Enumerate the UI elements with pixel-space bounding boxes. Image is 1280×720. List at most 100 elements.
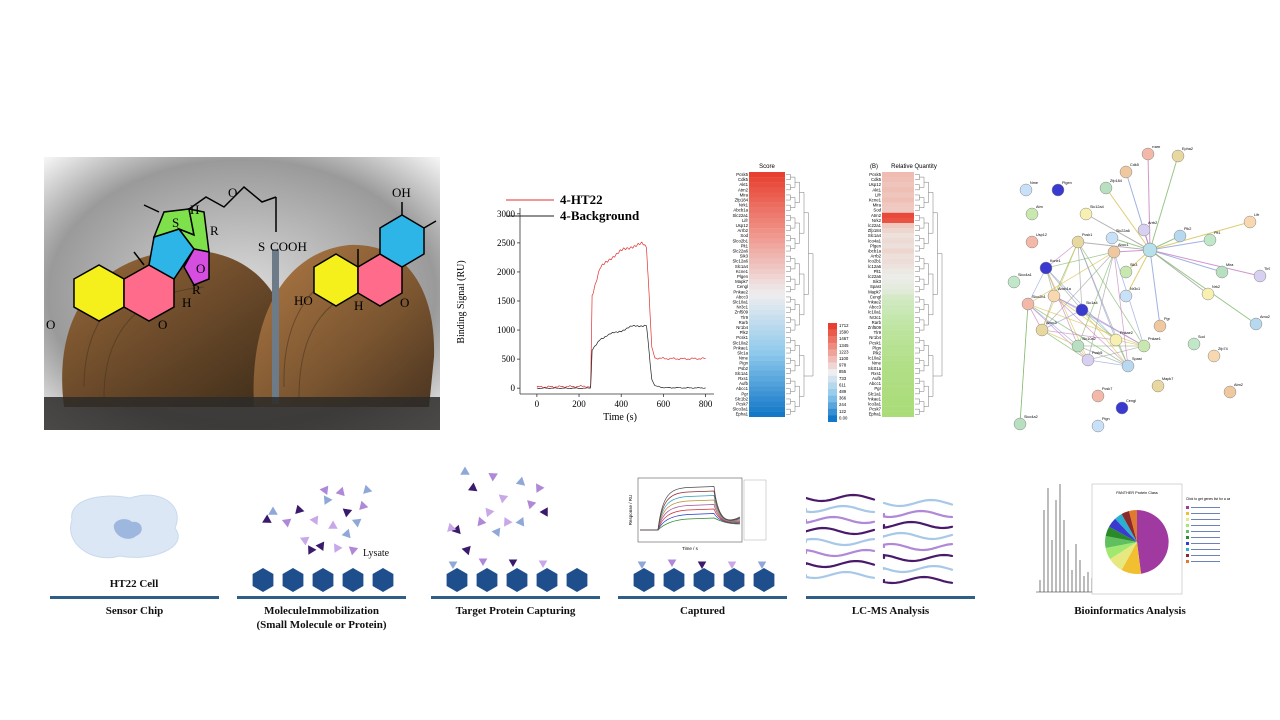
heatmap-row-label: Nr3c1 [737, 305, 749, 310]
protein-triangle [262, 514, 272, 523]
heatmap-cell [882, 355, 914, 361]
mini-spr-curve [640, 490, 741, 531]
dendrogram-branch [786, 174, 791, 180]
heatmap-cell [882, 207, 914, 213]
heatmap-cell [882, 192, 914, 198]
scale-tick-label: 1712 [839, 323, 849, 328]
dendrogram-branch [919, 299, 925, 310]
sensor-hexagon [372, 568, 394, 592]
sensor-hexagon [566, 568, 588, 592]
network-node [1013, 417, 1027, 431]
sensor-hexagon [476, 568, 498, 592]
heatmap-cell [749, 253, 785, 259]
dendrogram-branch [919, 258, 925, 270]
protein-triangle [308, 545, 317, 555]
network-node [1115, 401, 1129, 415]
atom-label: R [192, 282, 201, 297]
dendrogram-branch [915, 327, 920, 333]
pie-legend-swatch [1186, 542, 1189, 545]
heatmap-row-label: Cdk5 [738, 177, 749, 182]
dendrogram-branch [790, 299, 796, 310]
heatmap-row-label: Slc1a1 [735, 371, 749, 376]
network-edge [1041, 241, 1079, 331]
heatmap-row-label: Slco4a1 [868, 238, 882, 243]
y-tick-label: 1500 [497, 296, 516, 306]
heatmap-row-label: Slco3a1 [868, 402, 882, 407]
heatmap-cell [882, 233, 914, 239]
sensor-hexagon [252, 568, 274, 592]
heatmap-cell [882, 365, 914, 372]
heatmap-row-label: Slc1a4 [735, 264, 749, 269]
dendrogram-branch [786, 245, 791, 252]
scale-tick-label: 366 [839, 396, 847, 401]
heatmap-title: Relative Quantity [891, 164, 937, 170]
network-edge [1027, 303, 1079, 347]
chemical-structure-left: H S R O R H O O O S COOH [46, 185, 307, 332]
sensor-hexagon [723, 568, 745, 592]
captured-protein [727, 561, 737, 569]
dendrogram-branch [915, 225, 920, 231]
protein-triangle [363, 484, 373, 494]
protein-triangle [485, 507, 495, 518]
heatmap-cell [882, 325, 914, 331]
heatmap-cell [882, 304, 914, 310]
lcms-peptide-waves [804, 493, 954, 585]
heatmap-cell [749, 309, 785, 315]
heatmap-cell [882, 350, 914, 356]
heatmap-row-label: Nme [872, 361, 882, 366]
network-node-label: Amo2 [1260, 315, 1270, 319]
heatmap-cell [882, 177, 914, 183]
heatmap-row-label: Abcc1 [869, 381, 882, 386]
pie-slice [1105, 536, 1137, 548]
heatmap-cell [749, 304, 785, 310]
dendrogram-branch [919, 380, 925, 392]
network-node-label: Slc10a2 [1082, 337, 1096, 341]
dendrogram-branch [919, 360, 925, 372]
protein-triangle [491, 527, 501, 537]
heatmap-row-label: Pnkae2 [868, 300, 882, 305]
heatmap-row-label: Slc1a [737, 351, 748, 356]
step-bar-5 [806, 596, 975, 599]
heatmap-cell [749, 370, 785, 377]
scale-swatch [828, 329, 837, 337]
dendrogram-branch [786, 255, 791, 262]
scale-swatch [828, 415, 837, 423]
heatmap-row-label: Slc01a [868, 366, 882, 371]
network-node [1119, 289, 1133, 303]
heatmap-cell [882, 406, 914, 412]
network-edge [1041, 329, 1079, 347]
protein-triangle [323, 495, 333, 505]
heatmap-row-label: Slc10a2 [732, 340, 748, 345]
spr-chart-panel: 0 200 400 600 800 0 500 1000 1500 2000 2500 3000 4-… [452, 188, 720, 430]
dendrogram-branch [790, 176, 796, 188]
peptide-wave [882, 509, 954, 519]
heatmap-cell [882, 289, 914, 295]
scale-swatch [828, 402, 837, 409]
step-bar-1 [50, 596, 219, 599]
step-label-3: Target Protein Capturing [455, 605, 576, 617]
heatmap-title: Score [759, 164, 775, 170]
pie-title: PANTHER Protein Class [1116, 491, 1158, 495]
heatmap-cell [749, 314, 785, 321]
peptide-wave [804, 570, 876, 580]
sensor-hexagon [633, 568, 655, 592]
network-node-label: Slco2b1 [1032, 295, 1046, 299]
scale-swatch [828, 336, 837, 343]
pie-slice [1115, 514, 1137, 542]
heatmap-row-label: Plt1 [741, 243, 749, 248]
network-node-label: Kcne1 [1050, 259, 1061, 263]
heatmap-quantity: (B) Relative Quantity Pcsk5Cdk5Usp12Akt1… [865, 164, 943, 417]
heatmap-row-label: Plgen [870, 243, 882, 248]
dendrogram-branch [790, 319, 796, 331]
sensor-hexagon [312, 568, 334, 592]
atom-label: R [210, 223, 219, 238]
heatmap-cell [882, 401, 914, 407]
heatmap-cell [882, 268, 914, 275]
network-node [1119, 165, 1133, 179]
heatmap-row-label: Abcc3 [736, 294, 749, 299]
network-edge [1085, 213, 1151, 251]
pie-slice [1105, 542, 1137, 560]
heatmap-row-label: Rarb [739, 320, 749, 325]
heatmap-cell [749, 376, 785, 382]
dendrogram-branch [786, 378, 791, 384]
